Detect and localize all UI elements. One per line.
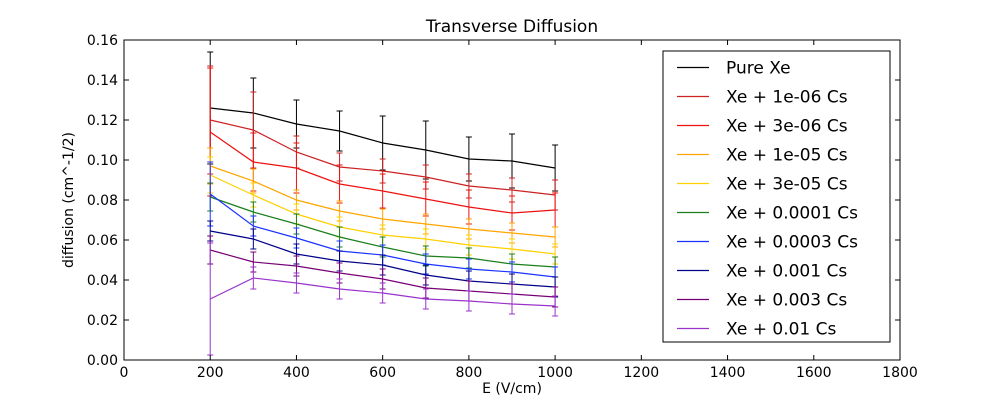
series-line: [210, 165, 556, 238]
y-tick-label: 0.04: [87, 273, 118, 289]
legend-label: Xe + 3e-06 Cs: [726, 117, 848, 137]
series-line: [210, 107, 556, 169]
y-axis-label: diffusion (cm^-1/2): [61, 132, 77, 268]
legend-label: Xe + 1e-05 Cs: [726, 146, 848, 166]
series-line: [210, 119, 556, 196]
x-tick-label: 800: [456, 365, 483, 381]
legend-item: Xe + 1e-05 Cs: [677, 146, 848, 166]
x-tick-label: 1200: [624, 365, 660, 381]
legend-item: Xe + 1e-06 Cs: [677, 88, 848, 108]
legend: Pure Xe Xe + 1e-06 Cs Xe + 3e-06 Cs Xe + 1e…: [662, 50, 891, 343]
legend-item: Xe + 0.0001 Cs: [677, 204, 858, 224]
legend-label: Xe + 0.0003 Cs: [726, 233, 858, 253]
y-tick-label: 0.02: [87, 313, 118, 329]
x-tick-label: 200: [197, 365, 224, 381]
x-axis-label: E (V/cm): [482, 381, 542, 397]
y-tick-label: 0.16: [87, 33, 118, 49]
x-tick-label: 1600: [796, 365, 832, 381]
y-tick-label: 0.12: [87, 113, 118, 129]
legend-item: Xe + 0.01 Cs: [677, 320, 837, 340]
legend-label: Xe + 0.001 Cs: [726, 262, 847, 282]
y-tick-label: 0.08: [87, 193, 118, 209]
series-10: [207, 242, 559, 356]
y-tick-label: 0.00: [87, 353, 118, 369]
legend-label: Xe + 0.0001 Cs: [726, 204, 858, 224]
series-line: [209, 131, 556, 214]
legend-label: Xe + 0.01 Cs: [726, 320, 837, 340]
legend-item: Xe + 0.003 Cs: [677, 291, 847, 311]
x-tick-label: 0: [120, 365, 129, 381]
legend-item: Xe + 3e-05 Cs: [677, 175, 848, 195]
legend-label: Xe + 1e-06 Cs: [726, 88, 848, 108]
x-tick-label: 1800: [882, 365, 918, 381]
series-line: [209, 174, 556, 255]
x-tick-label: 600: [369, 365, 396, 381]
legend-item: Xe + 0.0003 Cs: [677, 233, 858, 253]
axis-ticks: 0 200 400 600 800 1000 1200 1400 1600 1800 0.00 0.0…: [87, 33, 918, 381]
legend-box: [662, 50, 891, 343]
legend-label: Xe + 3e-05 Cs: [726, 175, 848, 195]
x-tick-label: 1000: [537, 365, 573, 381]
y-tick-label: 0.14: [87, 73, 118, 89]
y-tick-label: 0.10: [87, 153, 118, 169]
plot-area: [207, 51, 559, 356]
legend-label: Xe + 0.003 Cs: [726, 291, 847, 311]
legend-item: Xe + 0.001 Cs: [677, 262, 847, 282]
legend-label: Pure Xe: [726, 59, 791, 79]
series-line: [209, 277, 556, 307]
legend-item: Pure Xe: [677, 59, 791, 79]
legend-item: Xe + 3e-06 Cs: [677, 117, 848, 137]
x-tick-label: 400: [283, 365, 310, 381]
x-tick-label: 1400: [710, 365, 746, 381]
chart-title: Transverse Diffusion: [425, 17, 598, 37]
series-line: [210, 230, 556, 288]
y-tick-label: 0.06: [87, 233, 118, 249]
series-line: [210, 249, 556, 298]
